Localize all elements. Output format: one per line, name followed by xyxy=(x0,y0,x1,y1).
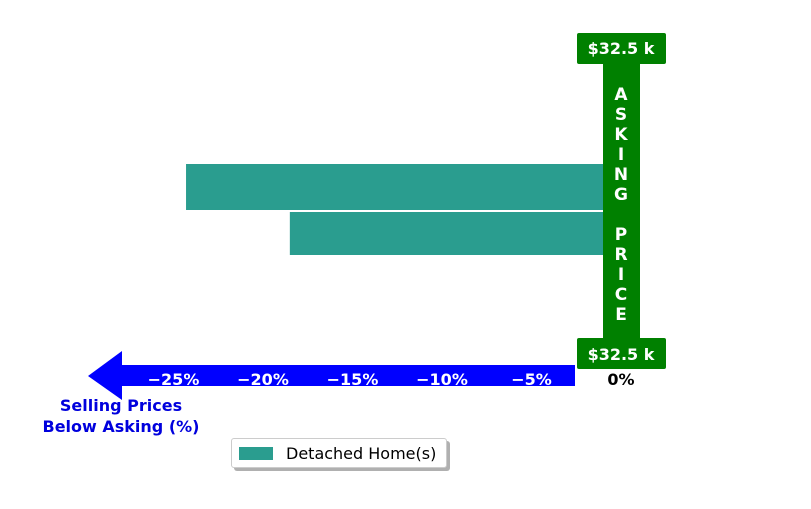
x-axis-label-line-1: Selling Prices xyxy=(60,396,182,415)
asking-price-letter-4: I xyxy=(618,145,624,165)
x-tick-label-3: −15% xyxy=(327,370,379,389)
x-tick-label-5: −5% xyxy=(511,370,552,389)
asking-price-bar xyxy=(603,62,640,342)
asking-price-letter-9: R xyxy=(614,245,627,265)
x-axis-label-line-2: Below Asking (%) xyxy=(43,417,200,436)
asking-price-letter-12: E xyxy=(615,305,627,325)
asking-price-top-box xyxy=(577,33,666,64)
asking-price-top-value: $32.5 k xyxy=(588,39,655,58)
x-tick-label-2: −20% xyxy=(237,370,289,389)
asking-price-letter-6: G xyxy=(614,185,628,205)
bar-1 xyxy=(186,164,621,210)
asking-price-letter-5: N xyxy=(614,165,628,185)
asking-price-letter-1: A xyxy=(614,85,628,105)
x-tick-label-4: −10% xyxy=(416,370,468,389)
asking-price-bottom-value: $32.5 k xyxy=(588,345,655,364)
asking-price-bottom-box xyxy=(577,338,666,369)
legend-label: Detached Home(s) xyxy=(286,443,437,463)
asking-price-letter-11: C xyxy=(615,285,627,305)
bar-2 xyxy=(289,212,621,255)
x-axis-arrow-shape xyxy=(88,351,575,400)
asking-price-letter-3: K xyxy=(614,125,628,145)
x-tick-label-6: 0% xyxy=(607,370,634,389)
asking-price-letter-10: I xyxy=(618,265,624,285)
legend: Detached Home(s) xyxy=(231,438,447,468)
asking-price-letter-8: P xyxy=(615,225,627,245)
bars-layer xyxy=(186,164,621,255)
x-tick-label-1: −25% xyxy=(148,370,200,389)
legend-swatch-detached-homes xyxy=(239,446,273,460)
x-axis-arrow: −25% −20% −15% −10% −5% 0% xyxy=(88,351,635,400)
asking-price-letter-2: S xyxy=(615,105,627,125)
